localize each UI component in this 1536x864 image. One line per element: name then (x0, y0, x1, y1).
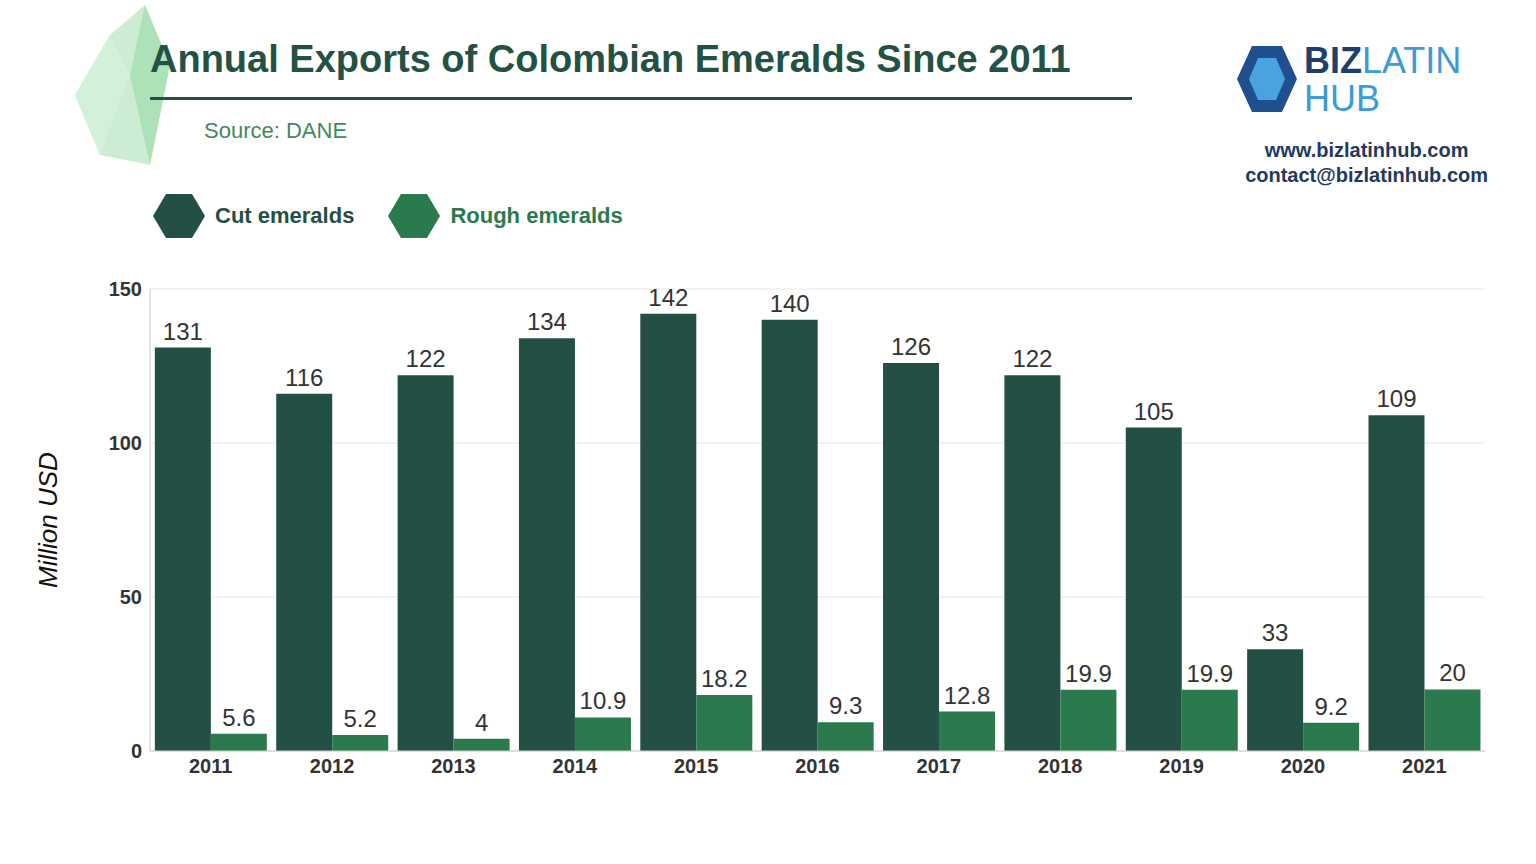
svg-text:122: 122 (1012, 345, 1052, 372)
svg-text:19.9: 19.9 (1065, 660, 1112, 687)
svg-text:10.9: 10.9 (580, 687, 627, 714)
svg-text:2011: 2011 (189, 755, 232, 777)
svg-text:2014: 2014 (553, 755, 598, 777)
svg-text:134: 134 (527, 308, 567, 335)
svg-text:116: 116 (285, 364, 323, 391)
svg-text:5.2: 5.2 (344, 705, 377, 732)
svg-text:2015: 2015 (674, 755, 719, 777)
html-text:Rough emeralds: Rough emeralds (450, 203, 623, 228)
svg-text:50: 50 (120, 586, 142, 608)
html-text:Source: DANE: Source: DANE (204, 118, 348, 143)
svg-text:9.2: 9.2 (1314, 693, 1347, 720)
svg-text:131: 131 (163, 318, 203, 345)
svg-text:2018: 2018 (1038, 755, 1083, 777)
svg-text:4: 4 (475, 709, 488, 736)
svg-text:33: 33 (1262, 619, 1289, 646)
svg-text:9.3: 9.3 (829, 692, 862, 719)
svg-text:2012: 2012 (310, 755, 355, 777)
svg-text:0: 0 (131, 740, 142, 762)
svg-text:150: 150 (109, 278, 142, 300)
svg-text:122: 122 (406, 345, 446, 372)
html-text:HUB: HUB (1304, 78, 1380, 119)
svg-text:2021: 2021 (1402, 755, 1447, 777)
svg-text:2019: 2019 (1159, 755, 1204, 777)
svg-text:140: 140 (770, 290, 810, 317)
svg-text:2020: 2020 (1281, 755, 1326, 777)
html-text:www.bizlatinhub.com: www.bizlatinhub.com (1264, 139, 1469, 161)
svg-text:Million USD: Million USD (33, 452, 63, 588)
svg-text:109: 109 (1376, 385, 1416, 412)
svg-text:19.9: 19.9 (1186, 660, 1233, 687)
html-text:BIZ LATIN: BIZ LATIN (1304, 40, 1462, 81)
html-text:Annual Exports of Colombian Em: Annual Exports of Colombian Emeralds Sin… (150, 38, 1071, 80)
svg-text:18.2: 18.2 (701, 665, 748, 692)
svg-text:142: 142 (648, 284, 688, 311)
svg-text:20: 20 (1439, 659, 1466, 686)
svg-text:5.6: 5.6 (222, 704, 255, 731)
html-text:contact@bizlatinhub.com: contact@bizlatinhub.com (1245, 164, 1488, 186)
svg-text:2013: 2013 (431, 755, 476, 777)
svg-text:100: 100 (109, 432, 142, 454)
svg-text:2016: 2016 (795, 755, 840, 777)
svg-text:105: 105 (1134, 398, 1174, 425)
html-text:Cut emeralds: Cut emeralds (215, 203, 355, 228)
svg-text:2017: 2017 (917, 755, 962, 777)
svg-text:12.8: 12.8 (944, 682, 991, 709)
svg-text:126: 126 (891, 333, 931, 360)
